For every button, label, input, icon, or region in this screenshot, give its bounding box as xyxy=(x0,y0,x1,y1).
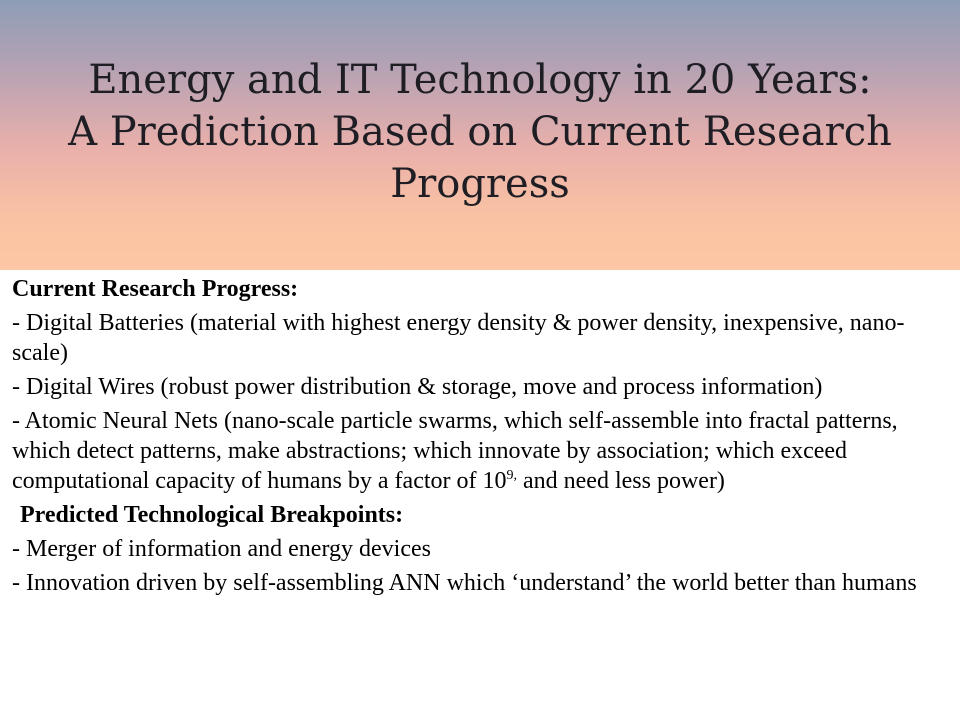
bullet-innovation: - Innovation driven by self-assembling A… xyxy=(12,570,917,596)
title-line-1: Energy and IT Technology in 20 Years: xyxy=(88,57,872,103)
bullet-digital-wires: - Digital Wires (robust power distributi… xyxy=(12,374,823,400)
title-line-2: A Prediction Based on Current Research xyxy=(68,109,892,155)
slide-title: Energy and IT Technology in 20 Years: A … xyxy=(0,54,960,210)
section-heading-breakpoints: Predicted Technological Breakpoints: xyxy=(20,502,404,528)
bullet-merger: - Merger of information and energy devic… xyxy=(12,536,431,562)
title-line-3: Progress xyxy=(390,161,570,207)
bullet-ann-text-end: and need less power) xyxy=(517,468,725,494)
exponent: 9, xyxy=(506,468,518,483)
bullet-digital-batteries: - Digital Batteries (material with highe… xyxy=(12,310,905,366)
title-banner: Energy and IT Technology in 20 Years: A … xyxy=(0,0,960,270)
bullet-ann-text: - Atomic Neural Nets (nano-scale particl… xyxy=(12,408,898,494)
bullet-atomic-neural-nets: - Atomic Neural Nets (nano-scale particl… xyxy=(12,406,932,496)
slide-body: Current Research Progress: - Digital Bat… xyxy=(12,274,932,602)
section-heading-current-research: Current Research Progress: xyxy=(12,276,299,302)
